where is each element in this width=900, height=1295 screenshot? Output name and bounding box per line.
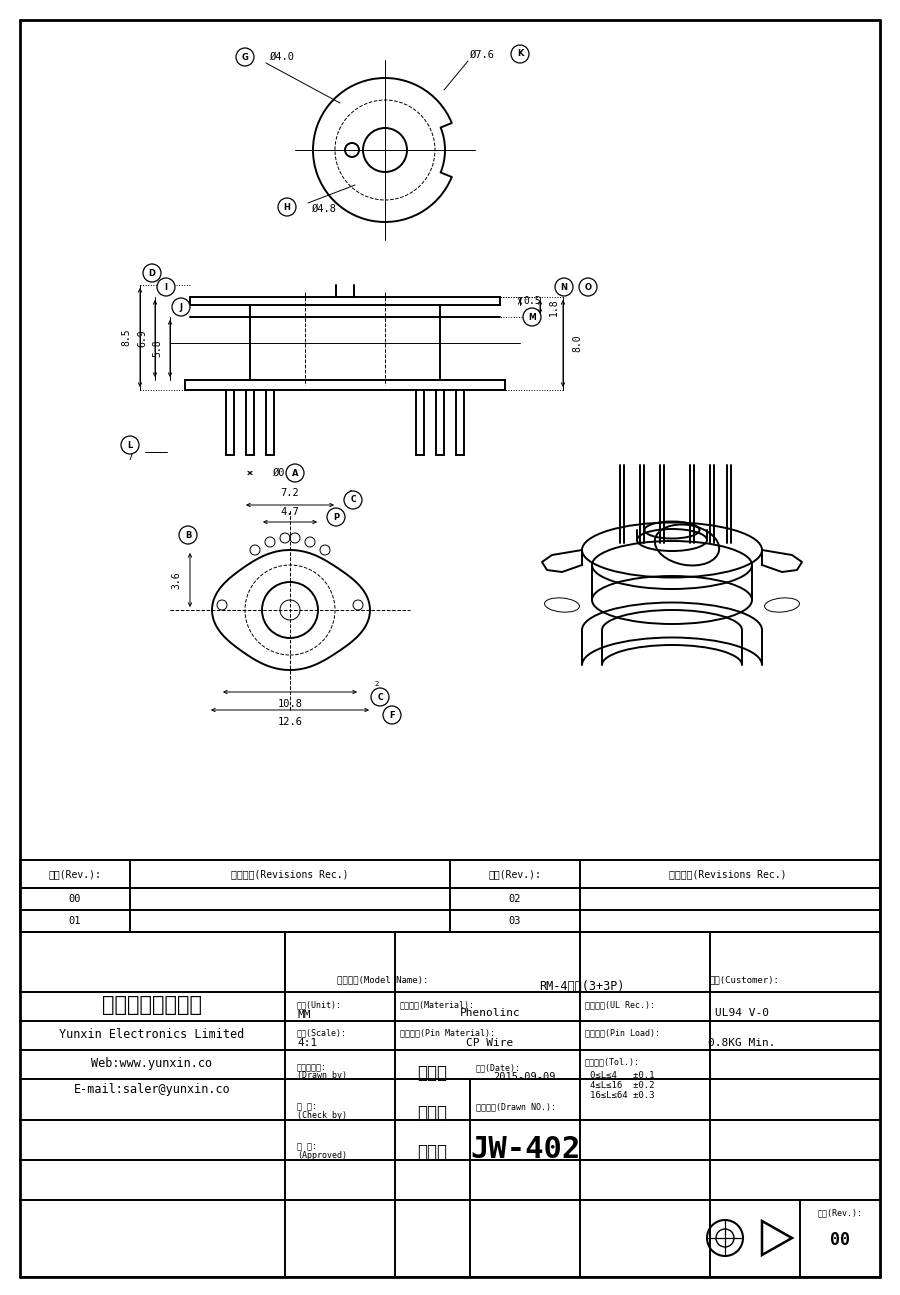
Text: 4≤L≤16  ±0.2: 4≤L≤16 ±0.2	[590, 1080, 654, 1089]
Circle shape	[179, 526, 197, 544]
Text: 1: 1	[348, 490, 353, 496]
Text: 3.6: 3.6	[171, 571, 181, 589]
Text: C: C	[350, 496, 356, 505]
Circle shape	[286, 464, 304, 482]
Text: 针脚拉力(Pin Load):: 针脚拉力(Pin Load):	[585, 1028, 660, 1037]
Circle shape	[579, 278, 597, 297]
Text: B: B	[184, 531, 191, 540]
Text: CP Wire: CP Wire	[466, 1039, 514, 1048]
Text: L: L	[128, 440, 132, 449]
Text: 7: 7	[127, 452, 133, 462]
Circle shape	[172, 298, 190, 316]
Circle shape	[383, 706, 401, 724]
Text: O: O	[584, 282, 591, 291]
Text: 校 对:: 校 对:	[297, 1102, 317, 1111]
Text: F: F	[389, 711, 395, 720]
Text: E-mail:saler@yunxin.co: E-mail:saler@yunxin.co	[74, 1084, 230, 1097]
Text: 1.8: 1.8	[549, 298, 559, 316]
Text: H: H	[284, 202, 291, 211]
Text: 4:1: 4:1	[297, 1039, 317, 1048]
Text: Yunxin Electronics Limited: Yunxin Electronics Limited	[59, 1028, 245, 1041]
Text: P: P	[333, 513, 339, 522]
Text: 单位(Unit):: 单位(Unit):	[297, 1001, 342, 1010]
Text: 版本(Rev.):: 版本(Rev.):	[817, 1208, 862, 1217]
Circle shape	[236, 48, 254, 66]
Text: 规格描述(Model Name):: 规格描述(Model Name):	[337, 975, 428, 984]
Text: 16≤L≤64 ±0.3: 16≤L≤64 ±0.3	[590, 1090, 654, 1099]
Text: 核 准:: 核 准:	[297, 1142, 317, 1151]
Text: (Check by): (Check by)	[297, 1111, 347, 1119]
Text: Web:www.yunxin.co: Web:www.yunxin.co	[92, 1057, 212, 1070]
Text: 00: 00	[68, 894, 81, 904]
Text: 日期(Date):: 日期(Date):	[476, 1063, 521, 1072]
Text: 修改记录(Revisions Rec.): 修改记录(Revisions Rec.)	[231, 869, 349, 879]
Text: K: K	[517, 49, 523, 58]
Text: 8.5: 8.5	[121, 329, 131, 346]
Circle shape	[511, 45, 529, 63]
Text: 01: 01	[68, 916, 81, 926]
Text: 03: 03	[508, 916, 521, 926]
Text: 修改记录(Revisions Rec.): 修改记录(Revisions Rec.)	[670, 869, 787, 879]
Text: 4.7: 4.7	[281, 508, 300, 517]
Text: N: N	[561, 282, 568, 291]
Circle shape	[157, 278, 175, 297]
Text: M: M	[528, 312, 536, 321]
Text: 2015-09-09: 2015-09-09	[494, 1072, 556, 1083]
Text: 02: 02	[508, 894, 521, 904]
Text: D: D	[148, 268, 156, 277]
Text: 12.6: 12.6	[277, 717, 302, 726]
Text: (Approved): (Approved)	[297, 1150, 347, 1159]
Text: JW-402: JW-402	[470, 1136, 580, 1164]
Text: 产品编号(Drawn NO.):: 产品编号(Drawn NO.):	[476, 1102, 556, 1111]
Circle shape	[121, 436, 139, 455]
Text: Ø7.6: Ø7.6	[470, 51, 495, 60]
Text: UL94 V-0: UL94 V-0	[715, 1008, 769, 1018]
Text: 云芯电子有限公司: 云芯电子有限公司	[102, 995, 202, 1015]
Circle shape	[371, 688, 389, 706]
Text: 张生坤: 张生坤	[417, 1143, 447, 1162]
Circle shape	[143, 264, 161, 282]
Text: 刘水强: 刘水强	[417, 1064, 447, 1083]
Text: 韦景川: 韦景川	[417, 1105, 447, 1121]
Text: Ø0.5: Ø0.5	[273, 467, 298, 478]
Text: 防火等级(UL Rec.):: 防火等级(UL Rec.):	[585, 1001, 655, 1010]
Circle shape	[555, 278, 573, 297]
Text: 7.2: 7.2	[281, 488, 300, 499]
Text: 本体材质(Material):: 本体材质(Material):	[400, 1001, 475, 1010]
Text: C: C	[377, 693, 382, 702]
Text: 5.8: 5.8	[152, 339, 162, 357]
Text: 一般公差(Tol.):: 一般公差(Tol.):	[585, 1058, 640, 1067]
Text: Ø4.0: Ø4.0	[270, 52, 295, 62]
Text: MM: MM	[297, 1010, 310, 1020]
Text: 版本(Rev.):: 版本(Rev.):	[489, 869, 542, 879]
Text: 10.8: 10.8	[277, 699, 302, 708]
Text: 2: 2	[375, 681, 380, 688]
Circle shape	[344, 491, 362, 509]
Text: 工程与设计:: 工程与设计:	[297, 1063, 327, 1072]
Text: I: I	[165, 282, 167, 291]
Text: RM-4立式(3+3P): RM-4立式(3+3P)	[539, 980, 625, 993]
Text: 版本(Rev.):: 版本(Rev.):	[49, 869, 102, 879]
Text: 针脚材质(Pin Material):: 针脚材质(Pin Material):	[400, 1028, 495, 1037]
Text: 0.8KG Min.: 0.8KG Min.	[708, 1039, 776, 1048]
Text: Phenolinc: Phenolinc	[460, 1008, 520, 1018]
Text: J: J	[179, 303, 183, 312]
Circle shape	[327, 508, 345, 526]
Text: Ø4.8: Ø4.8	[312, 205, 337, 214]
Circle shape	[523, 308, 541, 326]
Text: 0.5: 0.5	[523, 297, 541, 306]
Text: 比例(Scale):: 比例(Scale):	[297, 1028, 347, 1037]
Text: A: A	[292, 469, 298, 478]
Text: 8.0: 8.0	[572, 334, 582, 352]
Text: 6.9: 6.9	[137, 330, 147, 347]
Text: 00: 00	[830, 1232, 850, 1248]
Text: 客户(Customer):: 客户(Customer):	[710, 975, 780, 984]
Text: 0≤L≤4   ±0.1: 0≤L≤4 ±0.1	[590, 1071, 654, 1080]
Text: G: G	[241, 53, 248, 61]
Circle shape	[278, 198, 296, 216]
Text: (Drawn by): (Drawn by)	[297, 1071, 347, 1080]
